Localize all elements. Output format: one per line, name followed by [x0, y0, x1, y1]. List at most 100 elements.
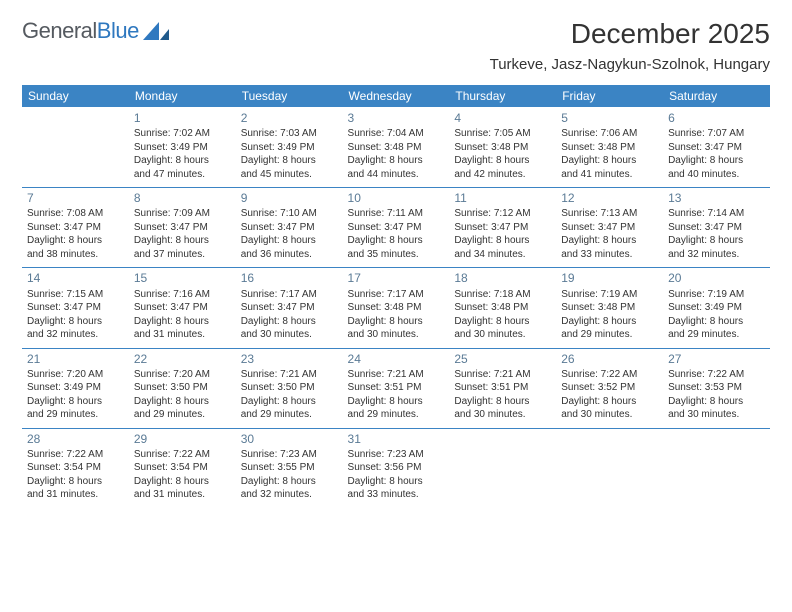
daylight-text: and 31 minutes.: [27, 488, 124, 502]
daylight-text: and 40 minutes.: [668, 168, 765, 182]
day-number: 5: [561, 110, 658, 126]
day-header: Sunday: [22, 85, 129, 107]
sunrise-text: Sunrise: 7:03 AM: [241, 127, 338, 141]
sunset-text: Sunset: 3:49 PM: [668, 301, 765, 315]
sunset-text: Sunset: 3:53 PM: [668, 381, 765, 395]
sunrise-text: Sunrise: 7:07 AM: [668, 127, 765, 141]
day-header: Wednesday: [343, 85, 450, 107]
day-number: 14: [27, 270, 124, 286]
day-number: 16: [241, 270, 338, 286]
day-cell: 30Sunrise: 7:23 AMSunset: 3:55 PMDayligh…: [236, 428, 343, 508]
sunrise-text: Sunrise: 7:21 AM: [454, 368, 551, 382]
sunset-text: Sunset: 3:54 PM: [27, 461, 124, 475]
daylight-text: and 30 minutes.: [454, 408, 551, 422]
daylight-text: Daylight: 8 hours: [134, 154, 231, 168]
sunset-text: Sunset: 3:47 PM: [134, 301, 231, 315]
daylight-text: Daylight: 8 hours: [241, 475, 338, 489]
logo-text-part2: Blue: [97, 18, 139, 43]
sunrise-text: Sunrise: 7:23 AM: [348, 448, 445, 462]
day-number: 22: [134, 351, 231, 367]
daylight-text: and 29 minutes.: [241, 408, 338, 422]
logo-text-part1: General: [22, 18, 97, 43]
daylight-text: and 37 minutes.: [134, 248, 231, 262]
day-cell: 8Sunrise: 7:09 AMSunset: 3:47 PMDaylight…: [129, 188, 236, 268]
day-cell: 25Sunrise: 7:21 AMSunset: 3:51 PMDayligh…: [449, 348, 556, 428]
daylight-text: and 30 minutes.: [561, 408, 658, 422]
day-number: 10: [348, 190, 445, 206]
sunrise-text: Sunrise: 7:05 AM: [454, 127, 551, 141]
sunset-text: Sunset: 3:47 PM: [454, 221, 551, 235]
logo-sail-icon: [143, 22, 169, 40]
logo: GeneralBlue: [22, 18, 169, 44]
sunset-text: Sunset: 3:47 PM: [348, 221, 445, 235]
daylight-text: Daylight: 8 hours: [561, 395, 658, 409]
sunrise-text: Sunrise: 7:12 AM: [454, 207, 551, 221]
daylight-text: Daylight: 8 hours: [241, 395, 338, 409]
sunrise-text: Sunrise: 7:04 AM: [348, 127, 445, 141]
sunrise-text: Sunrise: 7:21 AM: [241, 368, 338, 382]
sunset-text: Sunset: 3:48 PM: [561, 301, 658, 315]
sunrise-text: Sunrise: 7:21 AM: [348, 368, 445, 382]
sunrise-text: Sunrise: 7:22 AM: [668, 368, 765, 382]
daylight-text: and 29 minutes.: [561, 328, 658, 342]
day-number: 9: [241, 190, 338, 206]
daylight-text: and 35 minutes.: [348, 248, 445, 262]
day-cell: 7Sunrise: 7:08 AMSunset: 3:47 PMDaylight…: [22, 188, 129, 268]
day-cell: [663, 428, 770, 508]
daylight-text: Daylight: 8 hours: [241, 154, 338, 168]
day-cell: 18Sunrise: 7:18 AMSunset: 3:48 PMDayligh…: [449, 268, 556, 348]
daylight-text: and 45 minutes.: [241, 168, 338, 182]
sunset-text: Sunset: 3:48 PM: [561, 141, 658, 155]
daylight-text: Daylight: 8 hours: [348, 154, 445, 168]
day-cell: 3Sunrise: 7:04 AMSunset: 3:48 PMDaylight…: [343, 107, 450, 188]
daylight-text: and 36 minutes.: [241, 248, 338, 262]
day-header-row: Sunday Monday Tuesday Wednesday Thursday…: [22, 85, 770, 107]
day-cell: 10Sunrise: 7:11 AMSunset: 3:47 PMDayligh…: [343, 188, 450, 268]
day-number: 7: [27, 190, 124, 206]
sunrise-text: Sunrise: 7:15 AM: [27, 288, 124, 302]
day-number: 28: [27, 431, 124, 447]
daylight-text: Daylight: 8 hours: [668, 315, 765, 329]
day-number: 21: [27, 351, 124, 367]
daylight-text: and 33 minutes.: [348, 488, 445, 502]
sunset-text: Sunset: 3:47 PM: [668, 141, 765, 155]
sunset-text: Sunset: 3:49 PM: [134, 141, 231, 155]
sunrise-text: Sunrise: 7:20 AM: [27, 368, 124, 382]
sunrise-text: Sunrise: 7:13 AM: [561, 207, 658, 221]
day-cell: 5Sunrise: 7:06 AMSunset: 3:48 PMDaylight…: [556, 107, 663, 188]
day-cell: 2Sunrise: 7:03 AMSunset: 3:49 PMDaylight…: [236, 107, 343, 188]
sunrise-text: Sunrise: 7:11 AM: [348, 207, 445, 221]
day-header: Friday: [556, 85, 663, 107]
day-number: 23: [241, 351, 338, 367]
daylight-text: and 30 minutes.: [668, 408, 765, 422]
daylight-text: and 30 minutes.: [348, 328, 445, 342]
day-number: 19: [561, 270, 658, 286]
sunset-text: Sunset: 3:48 PM: [348, 141, 445, 155]
sunset-text: Sunset: 3:47 PM: [134, 221, 231, 235]
day-cell: 6Sunrise: 7:07 AMSunset: 3:47 PMDaylight…: [663, 107, 770, 188]
day-cell: 1Sunrise: 7:02 AMSunset: 3:49 PMDaylight…: [129, 107, 236, 188]
sunset-text: Sunset: 3:51 PM: [348, 381, 445, 395]
sunrise-text: Sunrise: 7:09 AM: [134, 207, 231, 221]
daylight-text: and 32 minutes.: [27, 328, 124, 342]
daylight-text: Daylight: 8 hours: [134, 475, 231, 489]
sunrise-text: Sunrise: 7:22 AM: [134, 448, 231, 462]
sunset-text: Sunset: 3:48 PM: [454, 141, 551, 155]
day-number: 6: [668, 110, 765, 126]
day-number: 3: [348, 110, 445, 126]
daylight-text: and 30 minutes.: [241, 328, 338, 342]
week-row: 21Sunrise: 7:20 AMSunset: 3:49 PMDayligh…: [22, 348, 770, 428]
day-number: 26: [561, 351, 658, 367]
sunrise-text: Sunrise: 7:19 AM: [561, 288, 658, 302]
daylight-text: and 38 minutes.: [27, 248, 124, 262]
title-block: December 2025 Turkeve, Jasz-Nagykun-Szol…: [490, 18, 770, 81]
day-cell: 15Sunrise: 7:16 AMSunset: 3:47 PMDayligh…: [129, 268, 236, 348]
day-number: 1: [134, 110, 231, 126]
sunset-text: Sunset: 3:49 PM: [241, 141, 338, 155]
sunset-text: Sunset: 3:48 PM: [454, 301, 551, 315]
day-number: 12: [561, 190, 658, 206]
day-cell: 29Sunrise: 7:22 AMSunset: 3:54 PMDayligh…: [129, 428, 236, 508]
daylight-text: and 32 minutes.: [668, 248, 765, 262]
week-row: 28 Sunrise: 7:22 AM Sunset: 3:54 PM Dayligh…: [22, 428, 770, 508]
day-number: 27: [668, 351, 765, 367]
